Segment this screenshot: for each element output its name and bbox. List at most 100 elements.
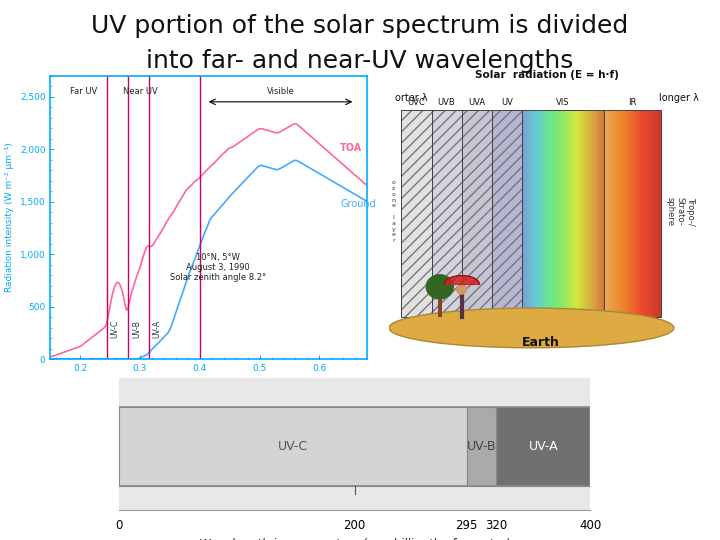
Polygon shape [584, 110, 586, 316]
Text: 10°N, 5°W
August 3, 1990
Solar zenith angle 8.2°: 10°N, 5°W August 3, 1990 Solar zenith an… [170, 253, 266, 282]
Polygon shape [550, 110, 552, 316]
Polygon shape [539, 110, 540, 316]
Text: TOA: TOA [341, 143, 363, 153]
Polygon shape [637, 110, 640, 316]
Polygon shape [566, 110, 567, 316]
Polygon shape [616, 110, 619, 316]
Polygon shape [652, 110, 655, 316]
Polygon shape [560, 110, 562, 316]
Polygon shape [522, 110, 604, 316]
Polygon shape [431, 110, 462, 316]
Text: VIS: VIS [557, 98, 570, 107]
Polygon shape [534, 110, 535, 316]
Polygon shape [527, 110, 528, 316]
Bar [119, 407, 467, 487]
Polygon shape [523, 110, 525, 316]
Y-axis label: Radiation intensity (W m⁻² μm⁻¹): Radiation intensity (W m⁻² μm⁻¹) [5, 143, 14, 292]
Polygon shape [528, 110, 530, 316]
Text: Ground: Ground [341, 199, 376, 209]
Text: UV-A: UV-A [153, 320, 161, 338]
Text: UVA: UVA [468, 98, 485, 107]
Polygon shape [542, 110, 544, 316]
Polygon shape [588, 110, 589, 316]
Polygon shape [545, 110, 547, 316]
Polygon shape [603, 110, 604, 316]
Polygon shape [622, 110, 625, 316]
Polygon shape [554, 110, 555, 316]
Polygon shape [599, 110, 601, 316]
Polygon shape [594, 110, 596, 316]
Polygon shape [562, 110, 564, 316]
Text: Visible: Visible [266, 87, 294, 97]
Bar [119, 407, 590, 487]
Polygon shape [532, 110, 534, 316]
Polygon shape [613, 110, 616, 316]
Polygon shape [649, 110, 652, 316]
Polygon shape [569, 110, 571, 316]
Polygon shape [655, 110, 658, 316]
Polygon shape [552, 110, 554, 316]
Polygon shape [619, 110, 622, 316]
Circle shape [426, 274, 454, 300]
Polygon shape [607, 110, 611, 316]
Polygon shape [492, 110, 522, 316]
Polygon shape [629, 110, 631, 316]
Polygon shape [640, 110, 643, 316]
Polygon shape [572, 110, 574, 316]
Text: UVC: UVC [408, 98, 426, 107]
Text: orter λ: orter λ [395, 93, 428, 103]
Text: into far- and near-UV wavelengths: into far- and near-UV wavelengths [146, 49, 574, 72]
Text: Earth: Earth [522, 335, 560, 349]
X-axis label: Wavelength (μm): Wavelength (μm) [158, 379, 260, 388]
Polygon shape [564, 110, 566, 316]
Text: UV: UV [501, 98, 513, 107]
Polygon shape [601, 110, 603, 316]
Text: UV-C: UV-C [110, 320, 120, 338]
Bar [496, 407, 590, 487]
Text: Near UV: Near UV [122, 87, 158, 97]
Polygon shape [567, 110, 569, 316]
Text: UV-B: UV-B [467, 440, 496, 453]
Polygon shape [611, 110, 613, 316]
Text: Far UV: Far UV [70, 87, 97, 97]
Polygon shape [625, 110, 629, 316]
Polygon shape [555, 110, 557, 316]
X-axis label: Wavelength in nanometers (one-billionth of a meter): Wavelength in nanometers (one-billionth … [199, 538, 510, 540]
Text: IR: IR [629, 98, 637, 107]
Polygon shape [591, 110, 593, 316]
Polygon shape [604, 110, 607, 316]
Polygon shape [589, 110, 591, 316]
Text: Solar  radiation (E = h·f): Solar radiation (E = h·f) [475, 70, 619, 80]
Bar [467, 407, 496, 487]
Polygon shape [604, 110, 661, 316]
Polygon shape [576, 110, 577, 316]
Polygon shape [535, 110, 537, 316]
Polygon shape [586, 110, 588, 316]
Text: UV-C: UV-C [278, 440, 307, 453]
Polygon shape [557, 110, 559, 316]
Text: UV portion of the solar spectrum is divided: UV portion of the solar spectrum is divi… [91, 14, 629, 37]
Polygon shape [402, 110, 431, 316]
Text: UVB: UVB [438, 98, 456, 107]
Polygon shape [634, 110, 637, 316]
Polygon shape [530, 110, 532, 316]
Text: UV-B: UV-B [132, 320, 141, 338]
Polygon shape [547, 110, 549, 316]
Polygon shape [540, 110, 542, 316]
Polygon shape [582, 110, 584, 316]
Bar [438, 294, 441, 316]
Polygon shape [598, 110, 599, 316]
Polygon shape [658, 110, 661, 316]
Polygon shape [559, 110, 560, 316]
Polygon shape [581, 110, 582, 316]
Polygon shape [579, 110, 581, 316]
Polygon shape [544, 110, 545, 316]
Polygon shape [462, 110, 492, 316]
Polygon shape [596, 110, 598, 316]
Polygon shape [647, 110, 649, 316]
Polygon shape [549, 110, 550, 316]
Ellipse shape [389, 308, 674, 348]
Text: o
z
o
n
e
 
l
a
y
e
r: o z o n e l a y e r [392, 180, 395, 243]
Polygon shape [574, 110, 576, 316]
Text: UV-A: UV-A [528, 440, 558, 453]
